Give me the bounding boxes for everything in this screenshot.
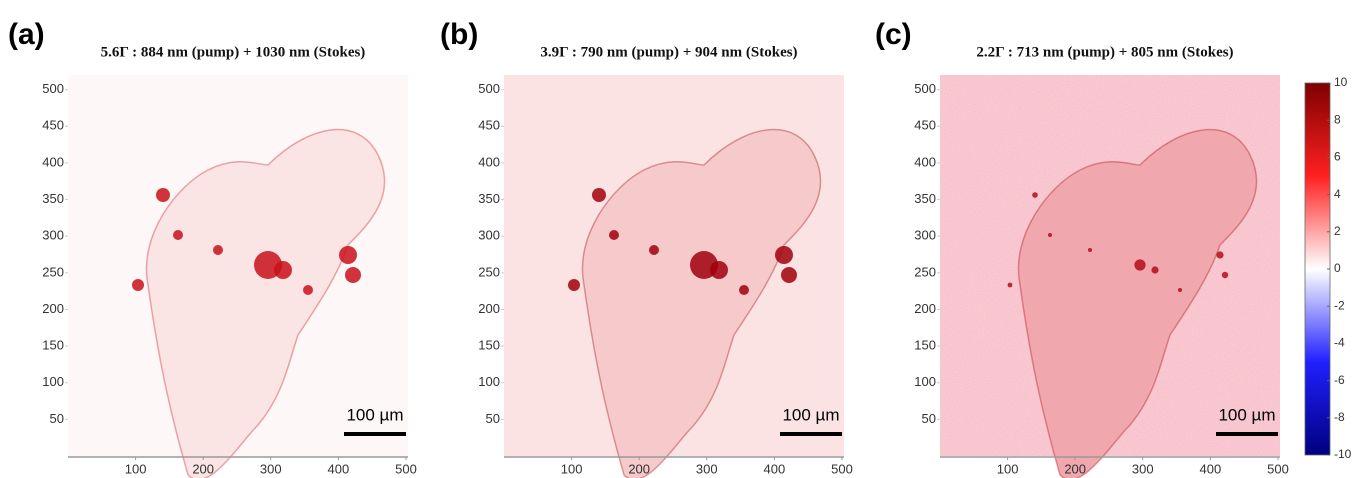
y-tick-label: 100 [42,374,64,389]
scale-bar-label: 100 µm [346,405,403,424]
x-tick-label: 100 [125,461,147,476]
colorbar-tick-label: 0 [1334,261,1341,275]
y-tick-label: 300 [478,228,500,243]
x-tick-label: 500 [395,461,417,476]
colorbar: -10 -8 -6 -4 -2 0 2 4 6 8 10 [1304,75,1352,461]
y-tick-label: 200 [42,301,64,316]
spot [274,261,292,279]
x-tick-label: 500 [1267,461,1289,476]
colorbar-tick-label: 8 [1334,112,1341,126]
y-tick-label: 400 [42,154,64,169]
y-tick-label: 150 [478,338,500,353]
y-tick-label: 200 [914,301,936,316]
y-tick-label: 500 [914,81,936,96]
x-tick-label: 300 [260,461,282,476]
y-tick-label: 300 [914,228,936,243]
y-tick-label: 200 [478,301,500,316]
y-tick-label: 250 [42,264,64,279]
colorbar-bar [1304,82,1331,456]
tissue [145,128,386,478]
panel-label: (b) [440,18,478,51]
y-tick-label: 250 [478,264,500,279]
x-tick-label: 100 [997,461,1019,476]
spot [339,246,357,264]
spot [1007,282,1013,288]
panel-title: 3.9Γ : 790 nm (pump) + 904 nm (Stokes) [540,44,797,60]
x-tick-label: 200 [192,461,214,476]
spot [609,230,619,240]
y-tick-label: 450 [478,118,500,133]
x-tick-label: 400 [764,461,786,476]
spot [710,261,728,279]
y-tick-label: 300 [42,228,64,243]
y-tick-label: 450 [42,118,64,133]
spot [1032,192,1038,198]
y-tick-label: 150 [914,338,936,353]
colorbar-tick-label: -10 [1334,447,1352,461]
spot [1221,271,1229,279]
colorbar-tick-label: 10 [1334,75,1348,89]
scale-bar-label: 100 µm [782,405,839,424]
spot [781,267,797,283]
y-tick-label: 400 [914,154,936,169]
colorbar-tick-label: 4 [1334,187,1341,201]
y-tick-label: 50 [486,411,500,426]
spot [568,279,580,291]
colorbar-tick-label: 2 [1334,224,1341,238]
y-tick-label: 350 [478,191,500,206]
tissue [581,128,822,478]
spot [1151,266,1159,274]
y-tick-label: 100 [914,374,936,389]
y-tick-label: 350 [42,191,64,206]
x-tick-label: 100 [561,461,583,476]
y-tick-label: 400 [478,154,500,169]
panel-title: 2.2Γ : 713 nm (pump) + 805 nm (Stokes) [976,44,1233,60]
x-tick-label: 200 [628,461,650,476]
y-tick-label: 350 [914,191,936,206]
spot [649,245,659,255]
spot [156,188,170,202]
x-tick-label: 300 [696,461,718,476]
x-tick-label: 200 [1064,461,1086,476]
y-tick-label: 50 [50,411,64,426]
scale-bar-label: 100 µm [1218,405,1275,424]
colorbar-tick-label: -8 [1334,410,1345,424]
y-tick-label: 50 [922,411,936,426]
panel-label: (a) [8,18,45,51]
x-tick-label: 300 [1132,461,1154,476]
panel: (a) 5.6Γ : 884 nm (pump) + 1030 nm (Stoke… [8,18,417,478]
y-tick-label: 450 [914,118,936,133]
x-tick-label: 400 [1200,461,1222,476]
x-tick-label: 400 [328,461,350,476]
y-tick-label: 150 [42,338,64,353]
y-tick-label: 500 [42,81,64,96]
panel: (b) 3.9Γ : 790 nm (pump) + 904 nm (Stokes… [440,18,853,478]
panel-label: (c) [875,18,912,51]
spot [173,230,183,240]
spot [775,246,793,264]
spot [132,279,144,291]
spot [1216,251,1224,259]
panel-title: 5.6Γ : 884 nm (pump) + 1030 nm (Stokes) [101,44,366,60]
colorbar-tick-label: -2 [1334,298,1345,312]
y-tick-label: 250 [914,264,936,279]
y-tick-label: 100 [478,374,500,389]
spot [1088,248,1092,252]
spot [303,285,313,295]
colorbar-tick-label: 6 [1334,150,1341,164]
x-tick-label: 500 [831,461,853,476]
y-tick-label: 500 [478,81,500,96]
colorbar-tick-label: -4 [1334,336,1345,350]
panel: (c) 2.2Γ : 713 nm (pump) + 805 nm (Stokes… [875,18,1289,478]
spot [1134,259,1146,271]
spot [1048,233,1052,237]
colorbar-tick-label: -6 [1334,373,1345,387]
spot [592,188,606,202]
tissue [1017,128,1258,478]
spot [1178,288,1182,292]
spot [739,285,749,295]
spot [345,267,361,283]
spot [213,245,223,255]
